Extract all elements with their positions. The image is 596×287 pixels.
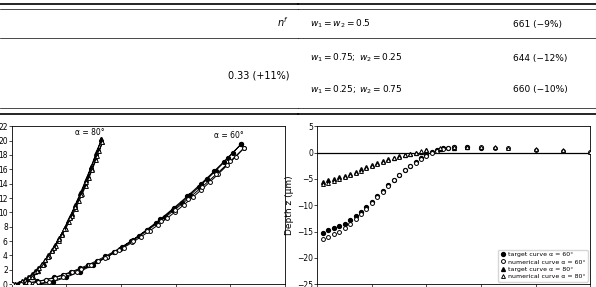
Legend: target curve α = 60°, numerical curve α = 60°, target curve α = 80°, numerical c: target curve α = 60°, numerical curve α … [498,249,588,282]
Text: 0.33 (+11%): 0.33 (+11%) [228,70,289,80]
Text: $w_1 = 0.75;\; w_2 = 0.25$: $w_1 = 0.75;\; w_2 = 0.25$ [310,52,402,64]
Y-axis label: Depth z (μm): Depth z (μm) [285,175,294,235]
Text: $n^f$: $n^f$ [277,15,289,29]
Text: α = 60°: α = 60° [214,131,244,140]
Text: α = 80°: α = 80° [75,128,105,137]
Text: $w_1 = w_2 = 0.5$: $w_1 = w_2 = 0.5$ [310,18,371,30]
Text: 644 (−12%): 644 (−12%) [513,54,567,63]
Text: 661 (−9%): 661 (−9%) [513,20,561,29]
Text: 660 (−10%): 660 (−10%) [513,85,567,94]
Text: $w_1 = 0.25;\; w_2 = 0.75$: $w_1 = 0.25;\; w_2 = 0.75$ [310,84,402,96]
